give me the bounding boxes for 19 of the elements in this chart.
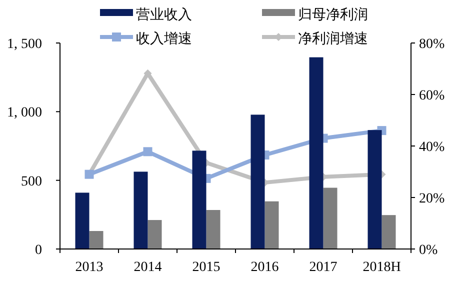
x-tick-label: 2016	[250, 260, 279, 275]
x-tick-label: 2018H	[362, 260, 401, 275]
legend-label: 净利润增速	[298, 31, 368, 47]
y-tick-label: 500	[21, 174, 42, 190]
x-tick-label: 2013	[75, 260, 104, 275]
legend-label: 营业收入	[136, 7, 192, 23]
y-tick-label: 1, 500	[7, 37, 42, 52]
legend-label: 收入增速	[136, 31, 192, 47]
y2-tick-label: 80%	[419, 37, 445, 52]
y-tick-label: 1, 000	[7, 106, 42, 121]
y2-tick-label: 0%	[419, 243, 438, 258]
y2-tick-label: 40%	[419, 140, 445, 155]
y2-tick-label: 20%	[419, 192, 445, 206]
y2-tick-label: 60%	[419, 88, 445, 104]
x-tick-label: 2014	[134, 260, 162, 275]
x-tick-label: 2017	[309, 260, 338, 275]
y-tick-label: 0	[35, 243, 42, 258]
x-tick-label: 2015	[192, 260, 220, 275]
legend-label: 归母净利润	[298, 7, 368, 23]
